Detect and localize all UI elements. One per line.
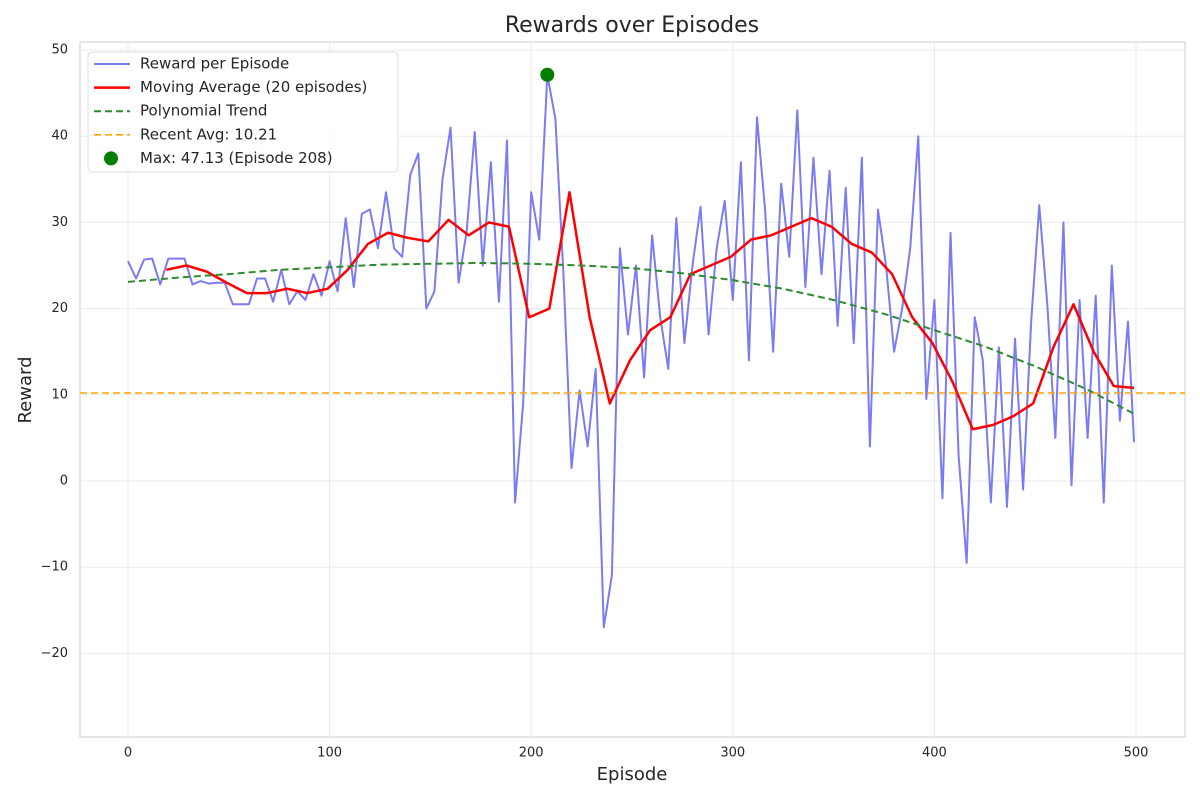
x-tick-label: 100	[317, 746, 342, 761]
y-tick-label: 10	[51, 387, 68, 402]
y-tick-label: 40	[51, 129, 68, 144]
x-tick-label: 200	[519, 746, 544, 761]
series-line	[127, 73, 1135, 629]
series-line	[127, 261, 1135, 415]
chart-title: Rewards over Episodes	[505, 13, 759, 38]
legend-label: Reward per Episode	[140, 55, 289, 73]
legend-label: Moving Average (20 episodes)	[140, 78, 367, 96]
x-axis-label: Episode	[597, 764, 668, 785]
max-point	[540, 67, 555, 82]
y-tick-label: 0	[60, 473, 68, 488]
series-line	[166, 190, 1135, 431]
x-tick-label: 300	[720, 746, 745, 761]
legend-swatch	[104, 151, 118, 166]
legend-label: Polynomial Trend	[140, 102, 267, 120]
y-tick-label: 50	[51, 43, 68, 58]
legend-label: Max: 47.13 (Episode 208)	[140, 149, 333, 167]
y-tick-label: −10	[41, 560, 68, 575]
x-tick-label: 400	[922, 746, 947, 761]
x-tick-label: 0	[124, 746, 132, 761]
y-tick-label: −20	[41, 646, 68, 661]
legend-box	[87, 51, 399, 173]
legend: Reward per Episode Moving Average (20 epi…	[87, 51, 399, 173]
y-tick-label: 20	[51, 301, 68, 316]
y-axis-label: Reward	[15, 356, 36, 423]
y-tick-label: 30	[51, 215, 68, 230]
legend-label: Recent Avg: 10.21	[140, 125, 277, 143]
x-tick-label: 500	[1124, 746, 1149, 761]
